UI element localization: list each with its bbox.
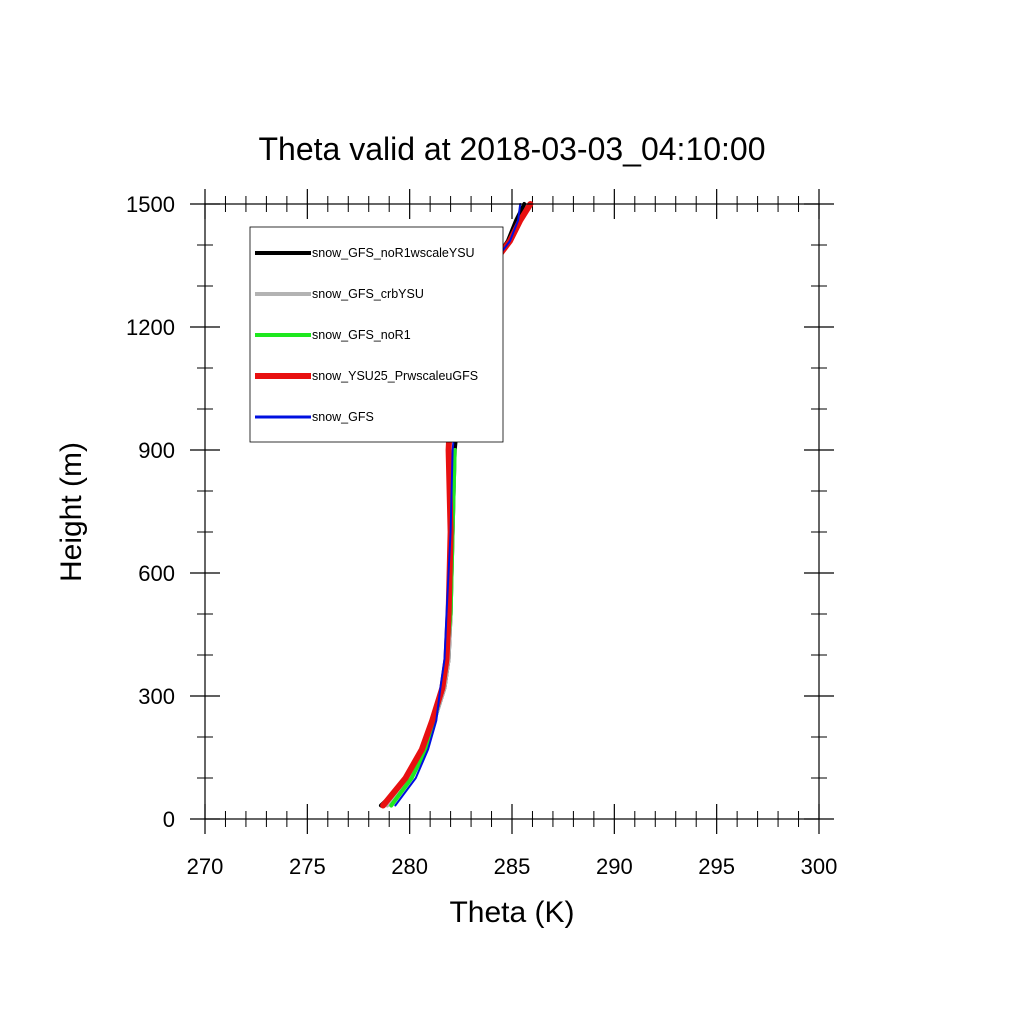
chart-title: Theta valid at 2018-03-03_04:10:00: [258, 131, 765, 167]
y-tick-label: 300: [138, 684, 175, 709]
x-tick-label: 290: [596, 854, 633, 879]
x-tick-label: 295: [698, 854, 735, 879]
x-axis-label: Theta (K): [449, 896, 574, 929]
x-tick-label: 280: [391, 854, 428, 879]
axis-ticks: 270 275 280 285 290 295 300 0 300 600 900 1200 1500: [126, 189, 837, 879]
y-axis-label: Height (m): [55, 442, 88, 582]
y-tick-label: 900: [138, 438, 175, 463]
plot-frame: [204, 203, 820, 820]
y-tick-label: 1200: [126, 315, 175, 340]
y-tick-label: 1500: [126, 192, 175, 217]
x-tick-label: 285: [494, 854, 531, 879]
x-tick-label: 275: [289, 854, 326, 879]
legend: snow_GFS_noR1wscaleYSU snow_GFS_crbYSUsno…: [249, 226, 504, 443]
legend-label-snow-gfs-crbysu: snow_GFS_crbYSU: [312, 287, 424, 301]
legend-label-snow-ysu25-prwscaleugfs: snow_YSU25_PrwscaleuGFS: [312, 369, 478, 383]
x-tick-label: 300: [801, 854, 838, 879]
y-tick-label: 0: [163, 807, 175, 832]
legend-label-snow-gfs: snow_GFS: [312, 410, 374, 424]
legend-label-snow-gfs-nor1: snow_GFS_noR1: [312, 328, 411, 342]
legend-label-snow-gfs-nor1wscaleysu: snow_GFS_noR1wscaleYSU: [312, 246, 475, 260]
x-tick-label: 270: [187, 854, 224, 879]
y-tick-label: 600: [138, 561, 175, 586]
